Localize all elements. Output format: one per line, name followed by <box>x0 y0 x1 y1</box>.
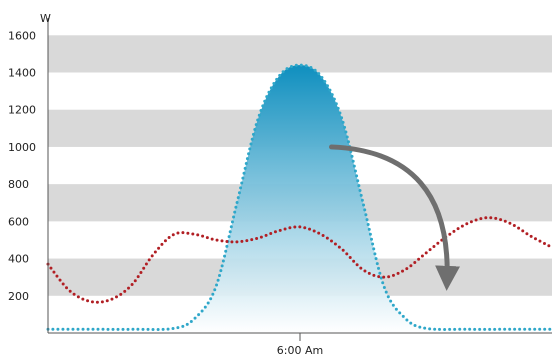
load-dotted-line <box>46 216 554 304</box>
y-tick-label: 1200 <box>8 104 36 117</box>
series-lines <box>46 63 554 331</box>
solar-area-fill <box>48 65 552 334</box>
y-tick-label: 400 <box>8 253 29 266</box>
annotation-arrow-group <box>329 144 461 291</box>
y-tick-label: 1000 <box>8 141 36 154</box>
y-tick-label: 800 <box>8 178 29 191</box>
x-tick-label: 6:00 Am <box>277 344 323 357</box>
annotation-arrow <box>329 144 461 291</box>
y-tick-label: 600 <box>8 215 29 228</box>
y-unit-label: W <box>40 12 51 25</box>
y-tick-label: 1600 <box>8 29 36 42</box>
y-tick-label: 200 <box>8 290 29 303</box>
axes: 200 400 600 800 1000 1200 1400 1600 6:00 Am <box>8 18 552 357</box>
y-tick-label: 1400 <box>8 67 36 80</box>
solar-dotted-line <box>46 63 554 331</box>
solar-area <box>48 65 552 334</box>
